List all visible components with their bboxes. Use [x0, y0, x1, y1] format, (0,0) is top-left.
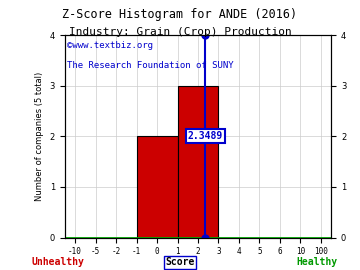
Bar: [136, 136, 177, 238]
Text: Healthy: Healthy: [296, 257, 337, 267]
Y-axis label: Number of companies (5 total): Number of companies (5 total): [35, 72, 44, 201]
Text: Industry: Grain (Crop) Production: Industry: Grain (Crop) Production: [69, 27, 291, 37]
Text: ©www.textbiz.org: ©www.textbiz.org: [67, 41, 153, 50]
Text: Z-Score Histogram for ANDE (2016): Z-Score Histogram for ANDE (2016): [62, 8, 298, 21]
Text: Score: Score: [165, 257, 195, 267]
Text: 2.3489: 2.3489: [188, 131, 223, 141]
Text: Unhealthy: Unhealthy: [31, 257, 84, 267]
Bar: [177, 86, 219, 238]
Text: The Research Foundation of SUNY: The Research Foundation of SUNY: [67, 61, 234, 70]
